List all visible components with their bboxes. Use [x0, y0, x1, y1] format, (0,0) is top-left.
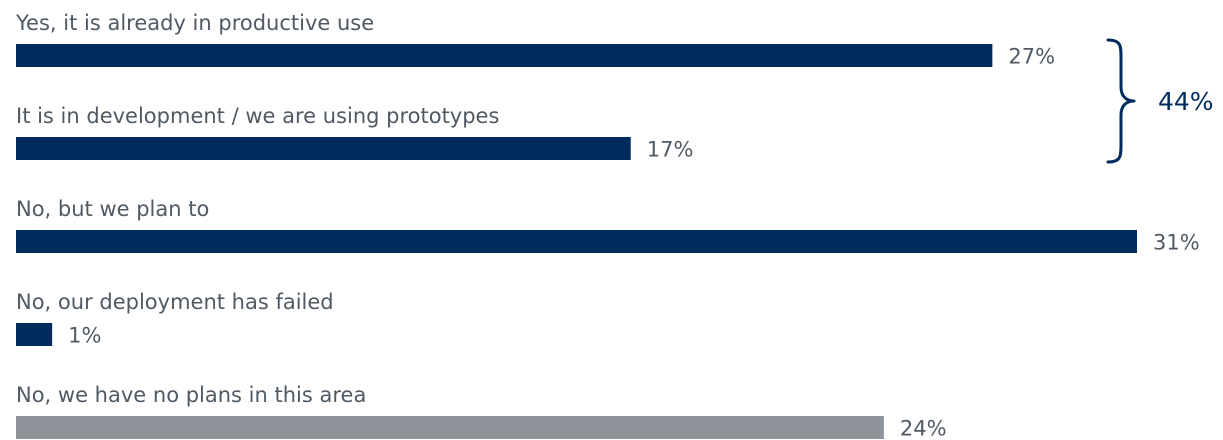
value-label: 1% [68, 324, 101, 348]
category-label: No, our deployment has failed [16, 290, 334, 314]
value-label: 24% [900, 417, 947, 440]
value-label: 27% [1008, 45, 1055, 69]
category-label: It is in development / we are using prot… [16, 104, 499, 128]
value-label: 17% [647, 138, 694, 162]
bar [16, 137, 631, 160]
value-label: 31% [1153, 231, 1200, 255]
category-label: No, we have no plans in this area [16, 383, 366, 407]
category-label: Yes, it is already in productive use [15, 11, 374, 35]
bar [16, 44, 993, 67]
bar [16, 323, 53, 346]
group-brace [1106, 38, 1136, 164]
bars-layer: Yes, it is already in productive use 27% I… [15, 11, 1200, 440]
annotation-layer: 44% [1106, 38, 1214, 164]
category-label: No, but we plan to [16, 197, 209, 221]
bar [16, 230, 1137, 253]
bar [16, 416, 884, 439]
group-total-label: 44% [1158, 87, 1214, 116]
